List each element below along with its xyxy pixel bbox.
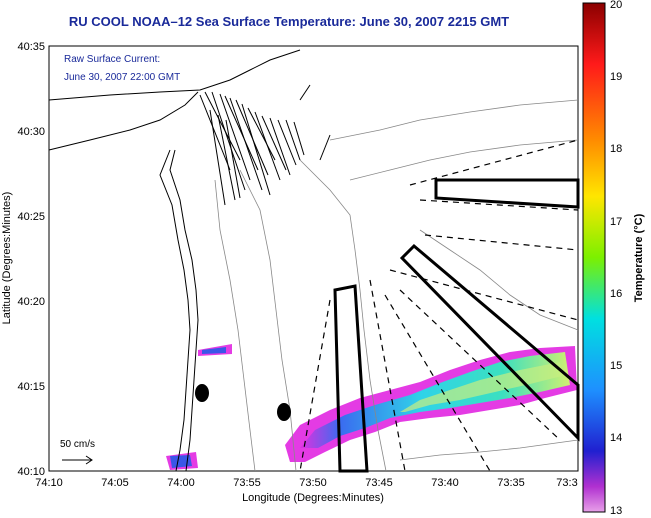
current-label: Raw Surface Current: — [64, 54, 160, 65]
colorbar-tick-label: 16 — [610, 288, 622, 300]
colorbar-gradient — [582, 2, 606, 513]
colorbar-tick-label: 15 — [610, 360, 622, 372]
bathymetry-contours — [214, 99, 579, 472]
x-tick-label: 73:50 — [299, 477, 327, 489]
colorbar-label: Temperature (°C) — [633, 213, 645, 302]
colorbar-tick-label: 17 — [610, 216, 622, 228]
y-tick-label: 40:20 — [17, 296, 45, 308]
x-tick-label: 73:45 — [365, 477, 393, 489]
x-tick-label: 73:35 — [497, 477, 525, 489]
current-vectors — [199, 84, 331, 206]
x-axis-label: Longitude (Degrees:Minutes) — [242, 492, 384, 504]
radar-beams — [299, 139, 579, 472]
sst-map: Raw Surface Current: June 30, 2007 22:00… — [1, 41, 580, 504]
station-dot — [277, 403, 291, 421]
survey-boxes — [333, 178, 580, 473]
current-time: June 30, 2007 22:00 GMT — [64, 72, 180, 83]
station-dot — [195, 384, 209, 402]
sst-patch — [166, 344, 577, 470]
y-tick-label: 40:30 — [17, 126, 45, 138]
x-axis: 74:10 74:05 74:00 73:55 73:50 73:45 73:4… — [35, 477, 577, 489]
x-tick-label: 73:3 — [556, 477, 577, 489]
y-tick-label: 40:35 — [17, 41, 45, 53]
y-axis-label: Latitude (Degrees:Minutes) — [1, 192, 13, 325]
y-axis: 40:35 40:30 40:25 40:20 40:15 40:10 — [17, 41, 45, 478]
colorbar-tick-label: 18 — [610, 143, 622, 155]
coastline — [48, 49, 301, 472]
x-tick-label: 74:00 — [167, 477, 195, 489]
x-tick-label: 73:55 — [233, 477, 261, 489]
y-tick-label: 40:10 — [17, 466, 45, 478]
colorbar-tick-label: 13 — [610, 505, 622, 517]
colorbar-tick-label: 14 — [610, 432, 622, 444]
map-title: RU COOL NOAA–12 Sea Surface Temperature:… — [68, 14, 510, 29]
x-tick-label: 74:10 — [35, 477, 63, 489]
y-tick-label: 40:15 — [17, 381, 45, 393]
y-tick-label: 40:25 — [17, 211, 45, 223]
colorbar-tick-label: 20 — [610, 0, 622, 11]
colorbar-tick-label: 19 — [610, 71, 622, 83]
scale-label: 50 cm/s — [60, 439, 95, 450]
scale-arrow — [62, 455, 93, 465]
colorbar: 20 19 18 17 16 15 14 13 Temperature (°C) — [582, 0, 645, 517]
x-tick-label: 74:05 — [101, 477, 129, 489]
x-tick-label: 73:40 — [431, 477, 459, 489]
colorbar-ticks: 20 19 18 17 16 15 14 13 — [610, 0, 622, 517]
